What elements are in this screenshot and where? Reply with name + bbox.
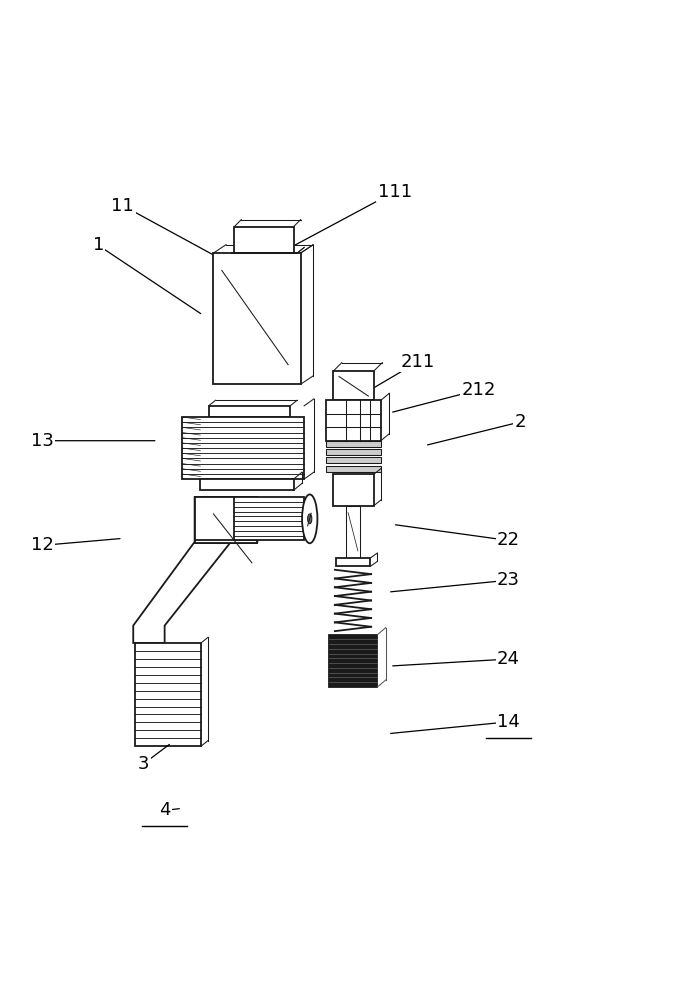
Text: 211: 211 [401,353,435,371]
Bar [199,479,294,490]
Text: 3: 3 [138,755,150,773]
Bar [326,449,381,455]
Ellipse shape [308,514,312,524]
Polygon shape [194,540,257,543]
Bar [326,457,381,463]
Bar [208,406,290,417]
Bar [333,371,374,400]
Text: 23: 23 [497,571,520,589]
Text: 212: 212 [461,381,496,399]
Text: 1: 1 [93,236,104,254]
Bar [329,635,377,687]
Bar [336,558,370,566]
Text: 24: 24 [497,650,520,668]
Ellipse shape [302,494,317,543]
Bar [213,253,301,384]
Bar [326,400,381,441]
Text: 13: 13 [31,432,54,450]
Text: 111: 111 [377,183,412,201]
Text: 12: 12 [31,536,54,554]
Text: 14: 14 [497,713,520,731]
Bar [135,643,201,746]
Polygon shape [134,497,257,643]
Text: 2: 2 [514,413,526,431]
Bar [182,417,304,479]
Bar [326,441,381,447]
Bar [326,466,381,472]
Bar [346,506,360,558]
Text: 4: 4 [159,801,171,819]
Text: 22: 22 [497,531,520,549]
Bar [234,497,304,540]
Text: 11: 11 [111,197,134,215]
Bar [234,227,294,253]
Polygon shape [194,497,257,543]
Bar [194,497,257,543]
Bar [333,474,374,506]
